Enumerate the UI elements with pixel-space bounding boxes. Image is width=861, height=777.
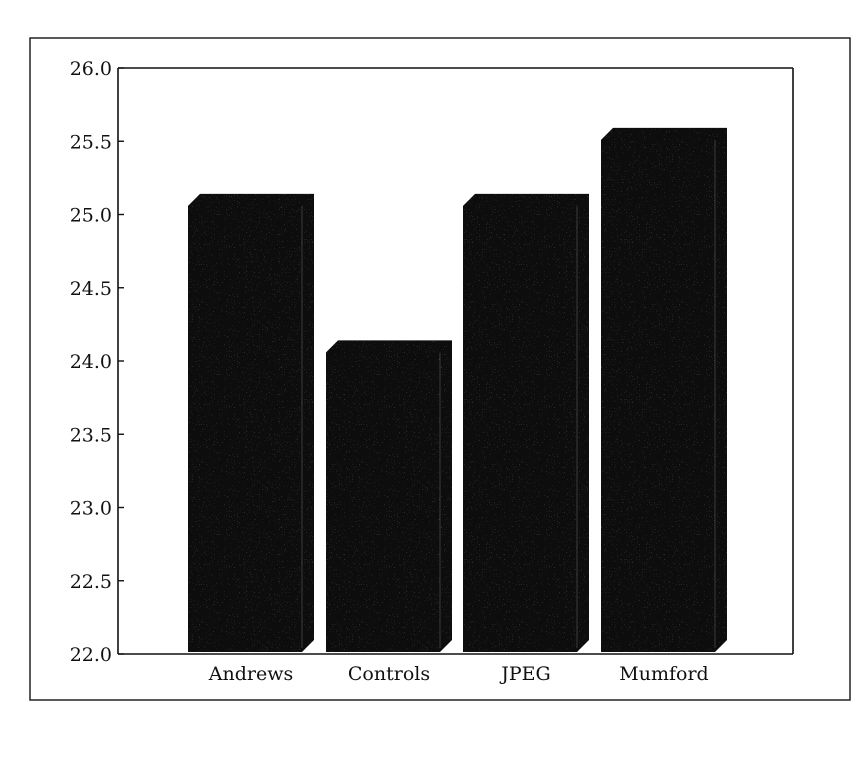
bar-andrews	[188, 193, 314, 652]
y-tick-label: 23.0	[70, 498, 112, 520]
bars	[188, 127, 727, 653]
bar-mumford	[601, 127, 727, 653]
labels: 22.0 22.5 23.0 23.5 24.0 24.5 25.0 25.5 26.0 Andr…	[70, 58, 709, 685]
x-tick-label-mumford: Mumford	[619, 663, 708, 685]
x-tick-label-controls: Controls	[348, 663, 430, 685]
y-tick-label: 25.5	[70, 131, 112, 153]
axes	[117, 67, 794, 655]
y-tick-label: 24.0	[70, 351, 112, 373]
outer-frame	[29, 37, 851, 701]
y-tick-label: 23.5	[70, 424, 112, 446]
bar-jpeg	[463, 193, 589, 652]
y-tick-label: 26.0	[70, 58, 112, 80]
x-tick-label-jpeg: JPEG	[499, 663, 550, 685]
y-tick-label: 24.5	[70, 278, 112, 300]
bar-controls	[326, 340, 452, 652]
y-tick-label: 22.5	[70, 571, 112, 593]
y-tick-label: 22.0	[70, 644, 112, 666]
x-tick-label-andrews: Andrews	[208, 663, 293, 685]
y-tick-label: 25.0	[70, 205, 112, 227]
